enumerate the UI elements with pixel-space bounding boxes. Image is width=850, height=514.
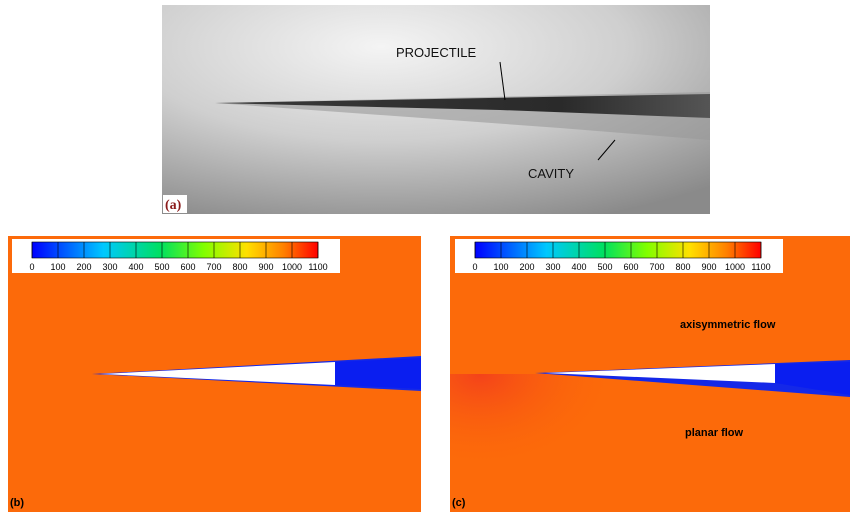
colorbar-tick-label: 100 xyxy=(50,262,65,272)
colorbar-tick-label: 1100 xyxy=(308,262,327,272)
annotation: PROJECTILE xyxy=(396,45,477,60)
colorbar-ramp xyxy=(32,242,318,258)
colorbar-tick-label: 800 xyxy=(675,262,690,272)
colorbar-tick-label: 1000 xyxy=(725,262,745,272)
colorbar-tick-label: 1100 xyxy=(751,262,770,272)
annotation: CAVITY xyxy=(528,166,574,181)
colorbar-tick-label: 600 xyxy=(623,262,638,272)
panel-label: (a) xyxy=(165,198,182,213)
colorbar-tick-label: 1000 xyxy=(282,262,302,272)
panel-label: (b) xyxy=(10,497,24,509)
colorbar-tick-label: 400 xyxy=(571,262,586,272)
colorbar-tick-label: 700 xyxy=(649,262,664,272)
planar-region xyxy=(450,374,650,512)
colorbar-tick-label: 900 xyxy=(258,262,273,272)
colorbar-tick-label: 200 xyxy=(76,262,91,272)
colorbar-tick-label: 100 xyxy=(493,262,508,272)
colorbar-tick-label: 800 xyxy=(232,262,247,272)
colorbar-tick-label: 300 xyxy=(545,262,560,272)
panel-b: 0 100 200 300 400 500 600 700 800 900 1000 1100 (b) xyxy=(8,236,421,512)
colorbar-tick-label: 600 xyxy=(180,262,195,272)
colorbar-tick-label: 500 xyxy=(597,262,612,272)
annotation: axisymmetric flow xyxy=(680,319,776,331)
panel-c: 0 100 200 300 400 500 600 700 800 900 1000 1100 axi… xyxy=(450,236,850,512)
annotation: planar flow xyxy=(685,427,744,439)
colorbar-ramp xyxy=(475,242,761,258)
wake xyxy=(335,358,421,389)
colorbar-tick-label: 500 xyxy=(154,262,169,272)
colorbar-tick-label: 700 xyxy=(206,262,221,272)
colorbar-tick-label: 400 xyxy=(128,262,143,272)
colorbar-tick-label: 0 xyxy=(29,262,34,272)
colorbar-tick-label: 200 xyxy=(519,262,534,272)
panel-a: PROJECTILE CAVITY (a) xyxy=(162,5,710,214)
colorbar-tick-label: 300 xyxy=(102,262,117,272)
figure: PROJECTILE CAVITY (a) 0 100 200 300 400 500 60… xyxy=(0,0,850,514)
panel-label: (c) xyxy=(452,497,466,509)
colorbar-tick-label: 0 xyxy=(472,262,477,272)
colorbar-tick-label: 900 xyxy=(701,262,716,272)
